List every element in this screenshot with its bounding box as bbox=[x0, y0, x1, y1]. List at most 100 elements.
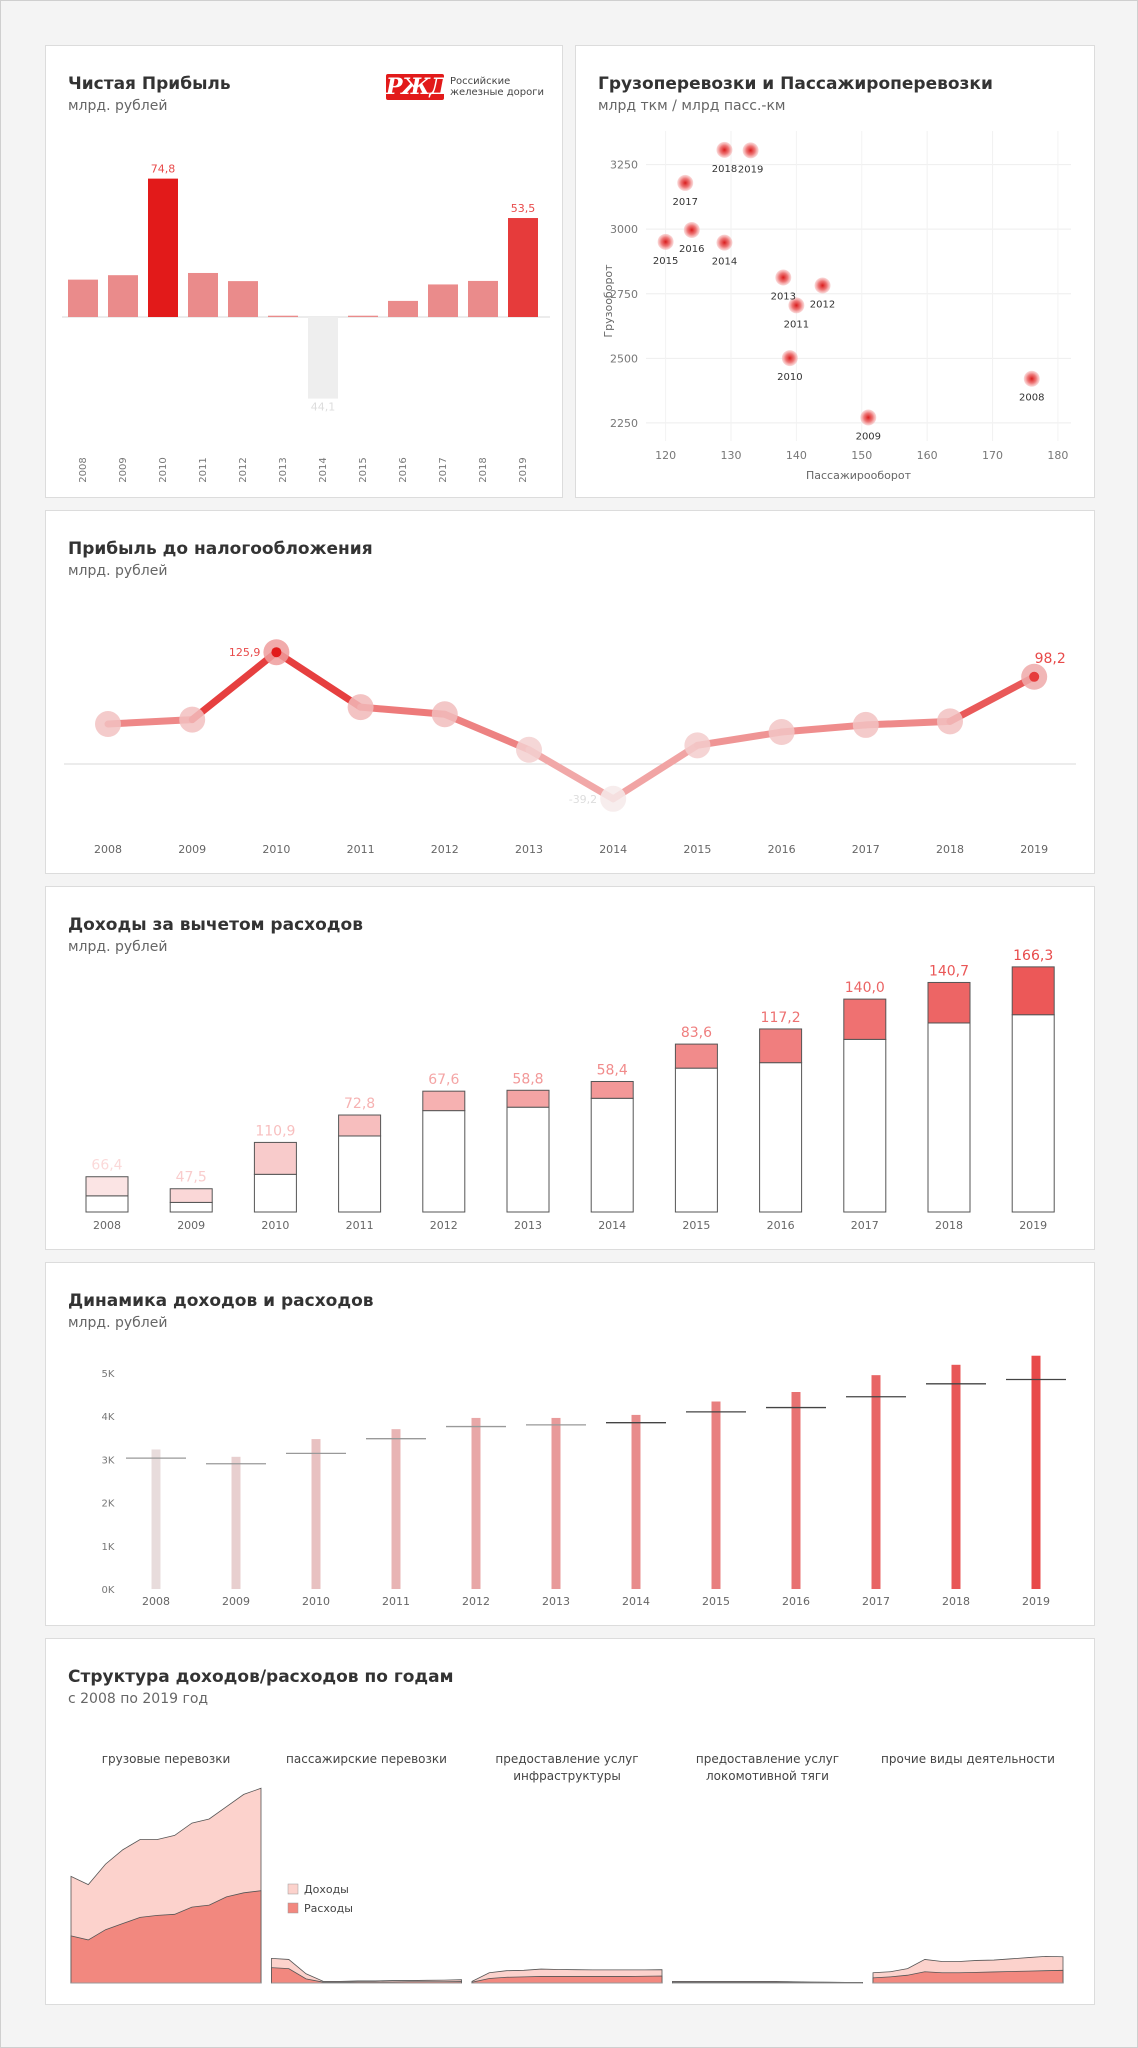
x-tick-label: 2016 bbox=[782, 1595, 810, 1608]
x-tick-label: 2011 bbox=[198, 457, 209, 482]
bar-value-label: 47,5 bbox=[176, 1170, 207, 1186]
y-tick-label: 2K bbox=[102, 1499, 115, 1510]
bar-2008 bbox=[68, 279, 98, 317]
x-tick-label: 2009 bbox=[118, 457, 129, 482]
point-2011 bbox=[788, 297, 805, 314]
structure-chart: грузовые перевозки пассажирские перевозки… bbox=[70, 1752, 1064, 1984]
bar-value-label: 58,8 bbox=[512, 1071, 543, 1087]
bar-2019 bbox=[508, 218, 538, 317]
x-tick-label: 2013 bbox=[515, 843, 543, 856]
x-tick-label: 2013 bbox=[514, 1219, 542, 1232]
transport-title: Грузоперевозки и Пассажироперевозки bbox=[598, 74, 993, 94]
bar-2012 bbox=[471, 1417, 481, 1589]
bar-2016 bbox=[388, 300, 418, 317]
bar-value-label: 53,5 bbox=[511, 202, 536, 215]
panel-label: прочие виды деятельности bbox=[881, 1752, 1055, 1766]
x-tick-label: 2016 bbox=[768, 843, 796, 856]
x-tick-label: 2015 bbox=[683, 843, 711, 856]
bar-2013 bbox=[551, 1417, 561, 1589]
point-2015 bbox=[657, 233, 674, 250]
bar-2018 bbox=[468, 280, 498, 317]
x-tick-label: 2011 bbox=[382, 1595, 410, 1608]
bar-value-2013 bbox=[506, 1089, 550, 1108]
bar-value-label: 44,1 bbox=[311, 401, 336, 414]
bar-value-label: 67,6 bbox=[428, 1072, 459, 1088]
line-segment bbox=[609, 741, 701, 803]
bar-2015 bbox=[348, 315, 378, 317]
y-tick-label: 5K bbox=[102, 1369, 115, 1380]
area-1-Расходы bbox=[271, 1967, 462, 1984]
point-2014 bbox=[600, 785, 627, 812]
pretax-card: Прибыль до налогообложения млрд. рублей … bbox=[45, 510, 1095, 874]
bar-value-2015 bbox=[674, 1043, 718, 1069]
x-tick-label: 2019 bbox=[1020, 843, 1048, 856]
line-segment bbox=[104, 716, 196, 728]
x-tick-label: 2011 bbox=[346, 1219, 374, 1232]
x-tick-label: 2008 bbox=[142, 1595, 170, 1608]
x-tick-label: 2018 bbox=[936, 843, 964, 856]
point-label: 2013 bbox=[771, 291, 796, 302]
line-segment bbox=[272, 648, 365, 711]
point-2009 bbox=[179, 706, 206, 733]
x-tick-label: 2018 bbox=[942, 1595, 970, 1608]
bar-2008 bbox=[151, 1449, 161, 1589]
bar-2009 bbox=[231, 1456, 241, 1589]
rzd-logo-line1: Российские bbox=[449, 76, 511, 87]
bar-value-label: 74,8 bbox=[151, 163, 176, 176]
rzd-logo-mark: РЖД bbox=[385, 74, 449, 100]
point-2009 bbox=[860, 409, 877, 426]
bar-value-label: 166,3 bbox=[1013, 948, 1053, 964]
net-income-card: Доходы за вычетом расходов млрд. рублей … bbox=[45, 886, 1095, 1250]
point-label: 2018 bbox=[712, 164, 737, 175]
point-2013 bbox=[775, 269, 792, 286]
bar-value-2009 bbox=[169, 1188, 213, 1203]
line-segment bbox=[525, 746, 617, 803]
point-2014 bbox=[716, 234, 733, 251]
rzd-logo: РЖД Российские железные дороги bbox=[385, 74, 544, 100]
dynamics-chart: 0K 1K 2K 3K 4K 5K 2008 2009 2010 2011 2012 2013 2014… bbox=[102, 1355, 1066, 1608]
x-tick-label: 180 bbox=[1047, 449, 1068, 462]
net-profit-chart: 2008 2009 74,8 2010 2011 2012 2013 44,1 2014 2015… bbox=[62, 163, 550, 483]
panel-label: пассажирские перевозки bbox=[286, 1752, 447, 1766]
bar-2018 bbox=[951, 1364, 961, 1589]
line-segment bbox=[357, 703, 449, 718]
bar-value-2019 bbox=[1011, 966, 1055, 1016]
bar-2011 bbox=[391, 1429, 401, 1589]
dynamics-title: Динамика доходов и расходов bbox=[68, 1291, 374, 1311]
dynamics-card: Динамика доходов и расходов млрд. рублей… bbox=[45, 1262, 1095, 1626]
x-tick-label: 2018 bbox=[935, 1219, 963, 1232]
transport-subtitle: млрд ткм / млрд пасс.-км bbox=[598, 98, 786, 114]
x-tick-label: 2019 bbox=[1019, 1219, 1047, 1232]
point-label: 2014 bbox=[712, 257, 737, 268]
line-segment bbox=[778, 721, 870, 736]
x-tick-label: 2012 bbox=[462, 1595, 490, 1608]
point-label: 2016 bbox=[679, 244, 704, 255]
line-segment bbox=[441, 710, 533, 754]
x-axis-label: Пассажирооборот bbox=[806, 469, 912, 482]
bar-value-2016 bbox=[759, 1028, 803, 1064]
point-2011 bbox=[347, 694, 374, 721]
bar-2012 bbox=[228, 281, 258, 317]
bar-value-2012 bbox=[422, 1090, 466, 1112]
line-segment bbox=[188, 648, 280, 724]
panel-label: локомотивной тяги bbox=[706, 1769, 829, 1783]
legend-label: Расходы bbox=[304, 1902, 353, 1915]
bar-2017 bbox=[871, 1375, 881, 1589]
y-tick-label: 1K bbox=[102, 1542, 115, 1553]
bar-value-2014 bbox=[590, 1080, 634, 1099]
bar-2019 bbox=[1031, 1355, 1041, 1589]
structure-card: Структура доходов/расходов по годам с 20… bbox=[45, 1638, 1095, 2005]
x-tick-label: 2018 bbox=[478, 457, 489, 482]
x-tick-label: 2012 bbox=[238, 457, 249, 482]
x-tick-label: 2010 bbox=[261, 1219, 289, 1232]
bar-base-2014 bbox=[590, 1097, 634, 1213]
bar-value-label: 83,6 bbox=[681, 1025, 712, 1041]
structure-title: Структура доходов/расходов по годам bbox=[68, 1667, 454, 1687]
x-tick-label: 2012 bbox=[430, 1219, 458, 1232]
point-value-label: -39,2 bbox=[569, 793, 597, 806]
bar-value-2010 bbox=[253, 1141, 297, 1175]
x-tick-label: 140 bbox=[786, 449, 807, 462]
bar-value-2008 bbox=[85, 1176, 129, 1197]
x-tick-label: 130 bbox=[721, 449, 742, 462]
net-income-title: Доходы за вычетом расходов bbox=[68, 915, 363, 935]
